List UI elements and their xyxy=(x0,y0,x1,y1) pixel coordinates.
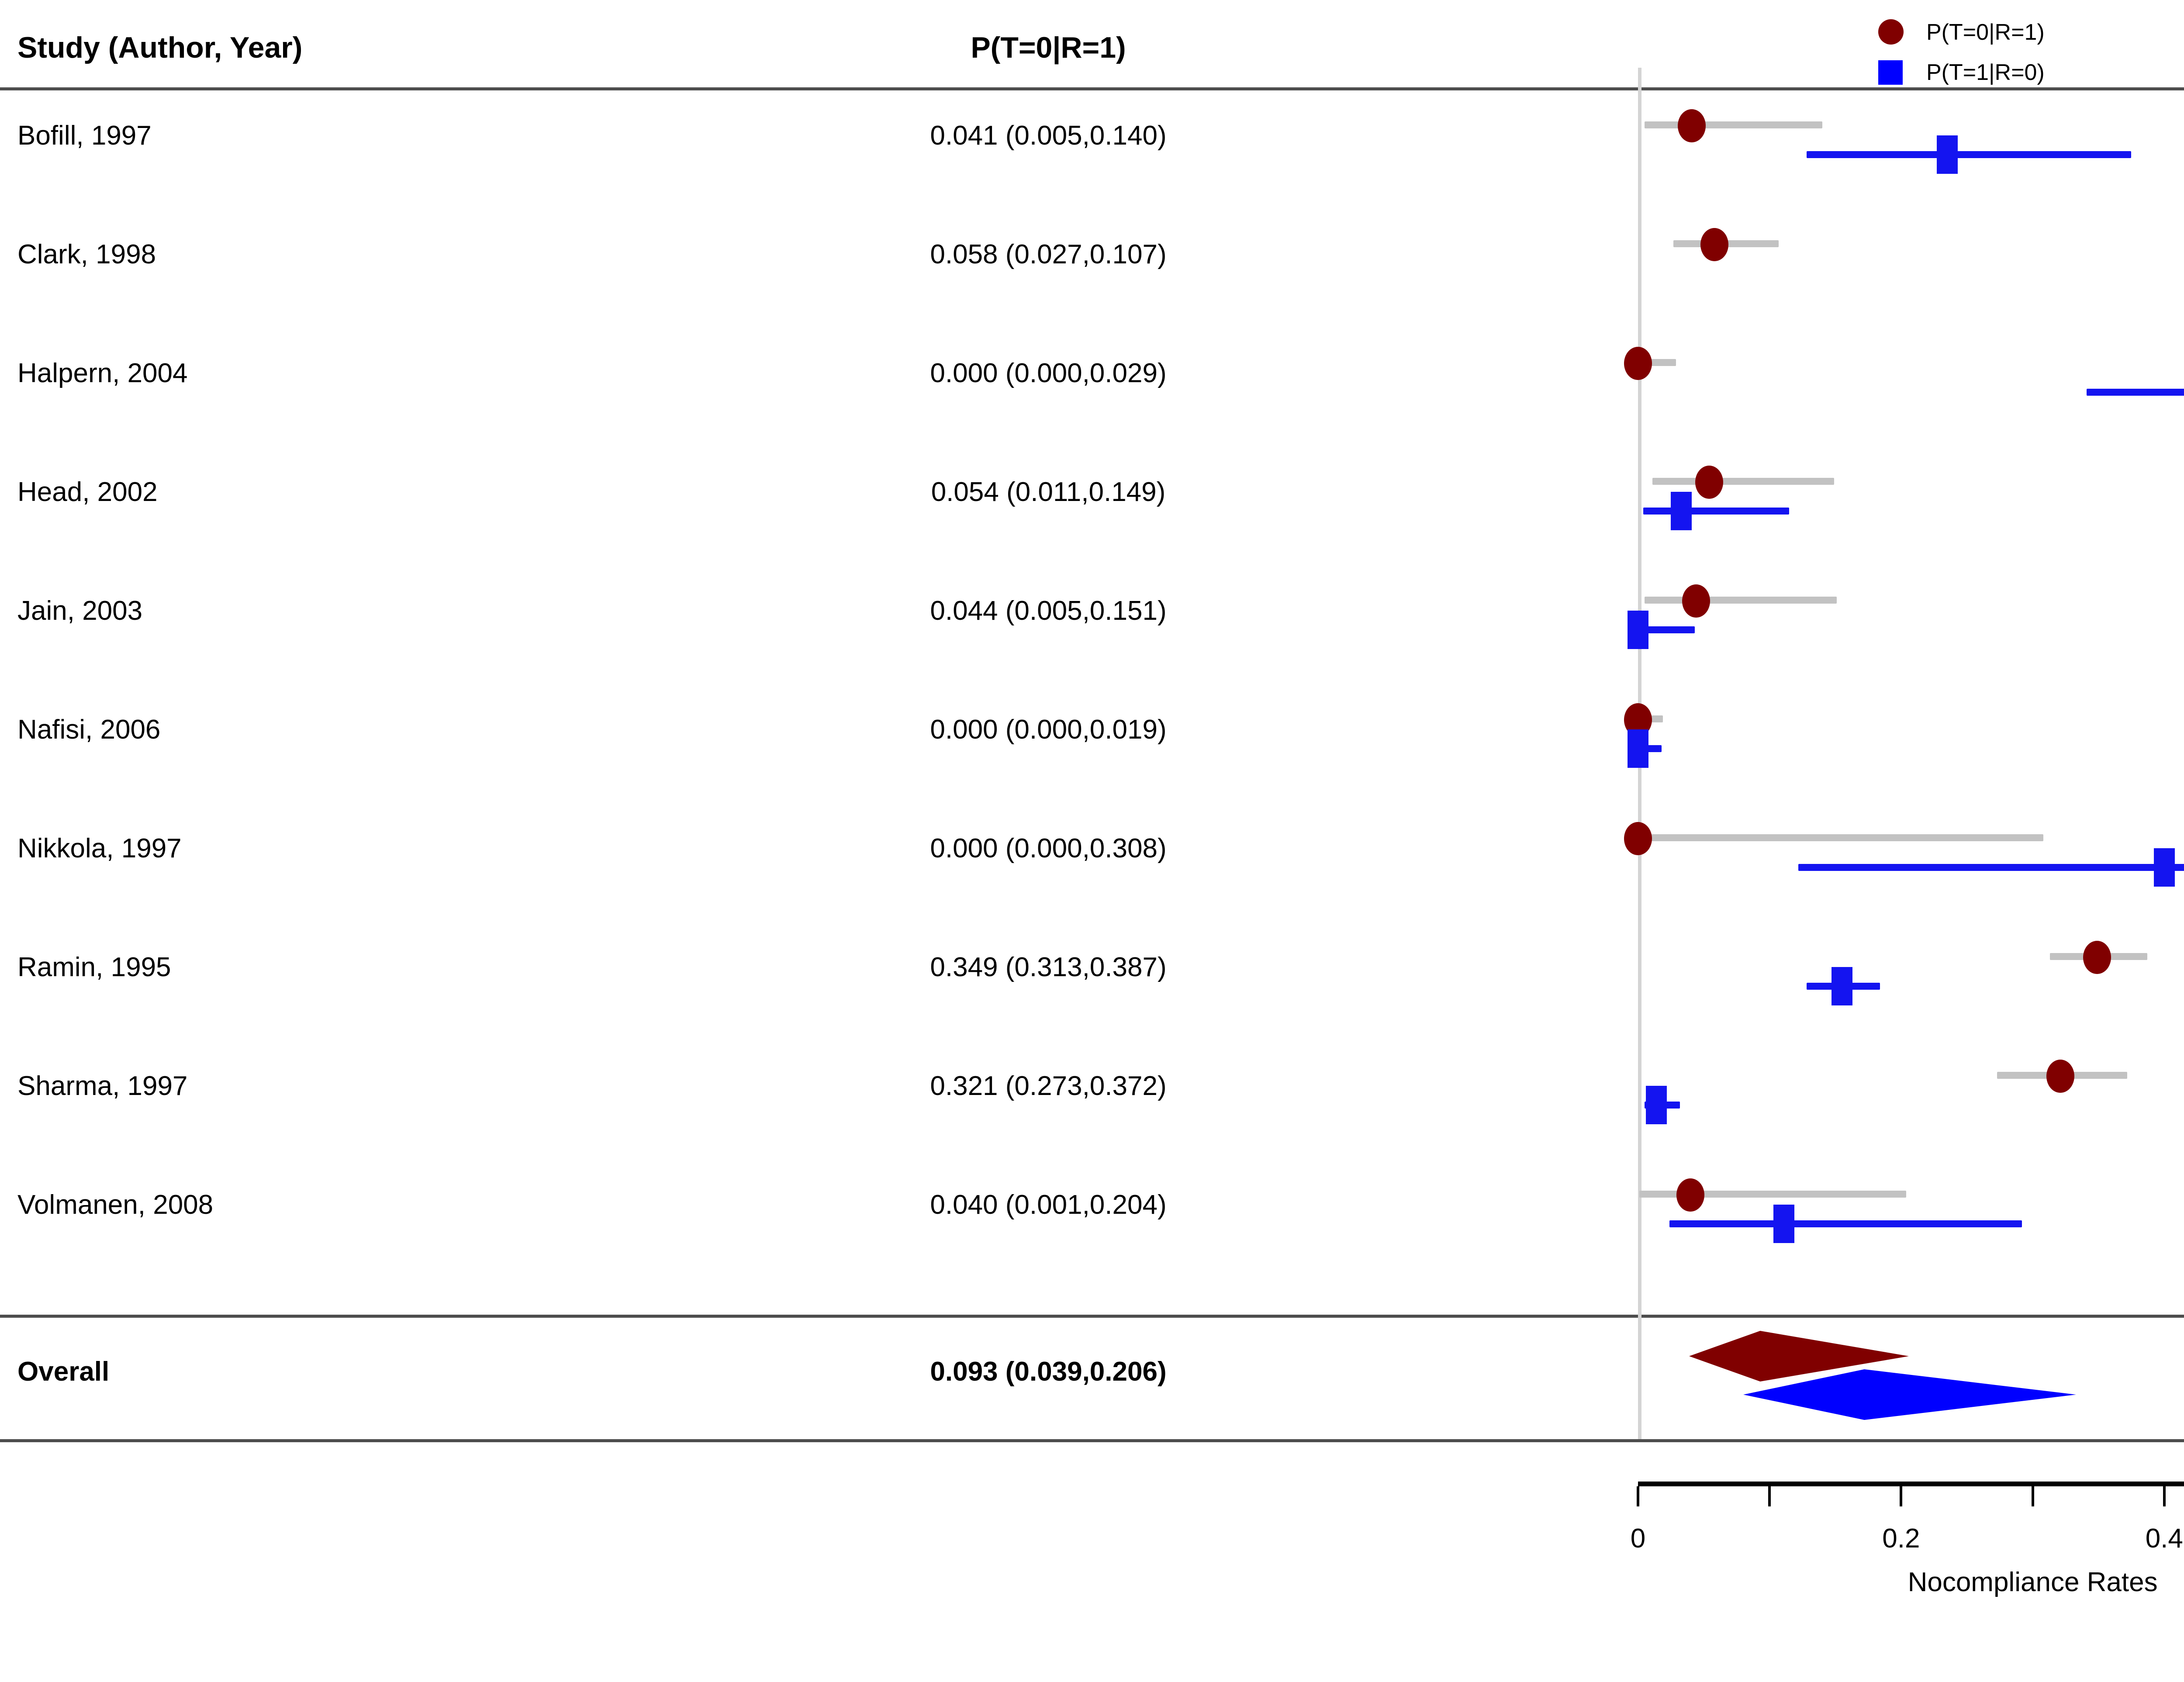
diamond-overall-blue xyxy=(1743,1369,2076,1420)
diamond-overall-red xyxy=(1689,1331,1909,1382)
left-value-overall-cell: 0.093 (0.039,0.206) xyxy=(699,1356,1398,1387)
left-value-9: 0.040 (0.001,0.204) xyxy=(930,1190,1167,1220)
marker-blue-0 xyxy=(1936,135,1958,174)
left-value-2-cell: 0.000 (0.000,0.029) xyxy=(699,358,1398,389)
circle-marker-icon xyxy=(1878,19,1904,45)
marker-red-9 xyxy=(1676,1178,1705,1212)
table-rule-1 xyxy=(0,1315,2184,1318)
study-name-3: Head, 2002 xyxy=(17,477,158,507)
left-value-3: 0.054 (0.011,0.149) xyxy=(931,477,1166,507)
study-name-4-cell: Jain, 2003 xyxy=(0,595,830,626)
left-value-1-cell: 0.058 (0.027,0.107) xyxy=(699,239,1398,270)
marker-blue-4 xyxy=(1628,611,1648,649)
study-name-3-cell: Head, 2002 xyxy=(0,477,830,508)
ci-red-4 xyxy=(1645,597,1837,604)
left-value-8: 0.321 (0.273,0.372) xyxy=(930,1071,1167,1101)
study-name-9-cell: Volmanen, 2008 xyxy=(0,1189,830,1220)
left-value-6-cell: 0.000 (0.000,0.308) xyxy=(699,833,1398,864)
left-value-1: 0.058 (0.027,0.107) xyxy=(930,239,1167,269)
left-value-4-cell: 0.044 (0.005,0.151) xyxy=(699,595,1398,626)
study-name-0: Bofill, 1997 xyxy=(17,121,152,151)
study-name-8: Sharma, 1997 xyxy=(17,1071,188,1101)
study-name-7: Ramin, 1995 xyxy=(17,952,171,982)
study-name-8-cell: Sharma, 1997 xyxy=(0,1071,830,1102)
study-name-overall: Overall xyxy=(17,1357,110,1387)
left-value-0-cell: 0.041 (0.005,0.140) xyxy=(699,120,1398,151)
marker-blue-6 xyxy=(2153,848,2175,887)
ci-red-3 xyxy=(1652,478,1834,485)
left-value-3-cell: 0.054 (0.011,0.149) xyxy=(699,477,1398,508)
left-value-6: 0.000 (0.000,0.308) xyxy=(930,833,1167,863)
ci-blue-9 xyxy=(1669,1220,2022,1227)
left-value-5: 0.000 (0.000,0.019) xyxy=(930,715,1167,745)
study-name-0-cell: Bofill, 1997 xyxy=(0,120,830,151)
ci-red-6 xyxy=(1638,834,2043,841)
left-value-5-cell: 0.000 (0.000,0.019) xyxy=(699,714,1398,745)
header-study-label: Study (Author, Year) xyxy=(17,31,303,64)
study-name-2: Halpern, 2004 xyxy=(17,358,188,388)
marker-blue-5 xyxy=(1628,729,1648,768)
study-name-6-cell: Nikkola, 1997 xyxy=(0,833,830,864)
ci-blue-0 xyxy=(1806,151,2132,158)
study-name-overall-cell: Overall xyxy=(0,1356,830,1387)
left-value-0: 0.041 (0.005,0.140) xyxy=(930,121,1167,151)
table-rule-2 xyxy=(0,1439,2184,1442)
marker-blue-9 xyxy=(1773,1205,1795,1243)
marker-red-6 xyxy=(1624,822,1652,855)
header-left-column: P(T=0|R=1) xyxy=(699,31,1398,65)
study-name-5-cell: Nafisi, 2006 xyxy=(0,714,830,745)
marker-red-7 xyxy=(2083,941,2111,974)
square-marker-icon xyxy=(1878,60,1903,85)
study-name-6: Nikkola, 1997 xyxy=(17,833,182,863)
left-value-7: 0.349 (0.313,0.387) xyxy=(930,952,1167,982)
left-value-overall: 0.093 (0.039,0.206) xyxy=(930,1357,1167,1387)
ci-blue-4 xyxy=(1638,626,1695,633)
marker-red-0 xyxy=(1678,109,1706,142)
left-value-4: 0.044 (0.005,0.151) xyxy=(930,596,1167,626)
left-value-9-cell: 0.040 (0.001,0.204) xyxy=(699,1189,1398,1220)
plot-area xyxy=(1441,0,2184,1682)
ci-blue-6 xyxy=(1798,864,2184,871)
table-rule-0 xyxy=(0,87,2184,90)
study-name-9: Volmanen, 2008 xyxy=(17,1190,214,1220)
ci-red-0 xyxy=(1645,121,1822,128)
left-value-2: 0.000 (0.000,0.029) xyxy=(930,358,1167,388)
header-left-label: P(T=0|R=1) xyxy=(971,31,1126,64)
study-name-1-cell: Clark, 1998 xyxy=(0,239,830,270)
left-value-7-cell: 0.349 (0.313,0.387) xyxy=(699,952,1398,983)
marker-red-3 xyxy=(1695,466,1723,499)
marker-red-4 xyxy=(1682,584,1710,618)
ci-blue-2 xyxy=(2087,389,2184,396)
marker-red-1 xyxy=(1700,228,1728,261)
marker-red-8 xyxy=(2046,1060,2074,1093)
study-name-2-cell: Halpern, 2004 xyxy=(0,358,830,389)
study-name-1: Clark, 1998 xyxy=(17,239,156,269)
study-name-5: Nafisi, 2006 xyxy=(17,715,161,745)
header-study-column: Study (Author, Year) xyxy=(0,31,830,65)
legend-label-blue: P(T=1|R=0) xyxy=(1926,60,2045,85)
study-name-4: Jain, 2003 xyxy=(17,596,143,626)
study-name-7-cell: Ramin, 1995 xyxy=(0,952,830,983)
ci-red-9 xyxy=(1639,1191,1907,1198)
marker-red-2 xyxy=(1624,347,1652,380)
left-value-8-cell: 0.321 (0.273,0.372) xyxy=(699,1071,1398,1102)
legend-label-red: P(T=0|R=1) xyxy=(1926,20,2045,45)
marker-blue-7 xyxy=(1831,967,1852,1005)
marker-blue-8 xyxy=(1646,1086,1667,1124)
ci-blue-3 xyxy=(1643,508,1790,515)
marker-blue-3 xyxy=(1671,492,1692,530)
